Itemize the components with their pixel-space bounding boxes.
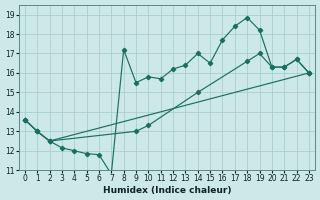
- X-axis label: Humidex (Indice chaleur): Humidex (Indice chaleur): [103, 186, 231, 195]
